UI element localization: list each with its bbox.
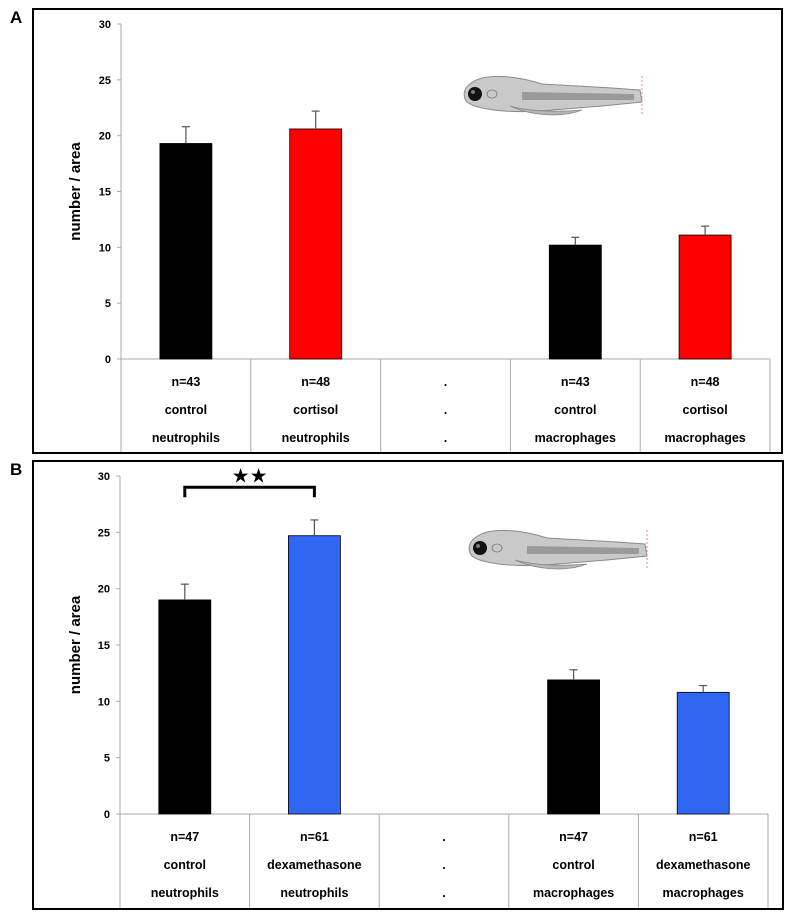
category-label: .	[444, 431, 447, 445]
y-tick-label: 15	[99, 187, 111, 199]
category-label: macrophages	[533, 886, 614, 900]
fish-otic	[486, 89, 498, 99]
fish-eye	[468, 87, 482, 101]
significance-marker: ★★	[232, 465, 268, 487]
bar	[678, 234, 732, 360]
fish-yolk	[509, 105, 583, 116]
y-tick-label: 5	[105, 298, 111, 310]
y-axis-label: number / area	[67, 142, 84, 241]
category-label: .	[442, 886, 445, 900]
y-tick-label: 25	[99, 75, 111, 87]
y-tick-label: 10	[98, 696, 110, 708]
y-tick-label: 5	[104, 753, 110, 765]
bar	[159, 143, 213, 360]
category-label: macrophages	[535, 431, 616, 445]
category-label: neutrophils	[280, 886, 348, 900]
category-label: control	[552, 858, 594, 872]
fish-stripe	[527, 546, 639, 554]
category-label: .	[442, 830, 445, 844]
zebrafish-larva-diagram	[468, 529, 648, 570]
fish-eye-highlight	[471, 90, 475, 94]
bar	[548, 244, 602, 360]
category-label: neutrophils	[151, 886, 219, 900]
category-label: n=48	[301, 375, 330, 389]
category-label: n=48	[691, 375, 720, 389]
category-label: macrophages	[664, 431, 745, 445]
significance-bracket	[183, 485, 316, 498]
y-tick-label: 20	[99, 131, 111, 143]
category-label: control	[165, 403, 207, 417]
panel-b-label: B	[10, 460, 23, 479]
panel-a-label: A	[10, 8, 23, 27]
y-tick-label: 30	[98, 471, 110, 483]
bar	[158, 599, 212, 815]
category-label: .	[442, 858, 445, 872]
zebrafish-larva-diagram	[463, 75, 643, 116]
y-axis-label: number / area	[67, 595, 84, 694]
category-label: cortisol	[683, 403, 728, 417]
panel-frame	[32, 460, 784, 910]
y-tick-label: 0	[105, 354, 111, 366]
category-label: .	[444, 375, 447, 389]
category-label: n=43	[171, 375, 200, 389]
bar	[287, 535, 341, 815]
y-tick-label: 25	[98, 527, 110, 539]
category-label: control	[164, 858, 206, 872]
bar	[289, 128, 343, 360]
category-label: .	[444, 403, 447, 417]
fish-stripe	[522, 92, 634, 100]
category-label: dexamethasone	[656, 858, 751, 872]
fish-eye-highlight	[476, 544, 480, 548]
category-label: n=43	[561, 375, 590, 389]
fish-eye	[473, 541, 487, 555]
bar	[676, 691, 730, 815]
category-label: neutrophils	[282, 431, 350, 445]
chart-panel-b: 0 5 10 15 20 25 30 number / area n=47 control neut…	[32, 460, 784, 910]
category-label: control	[554, 403, 596, 417]
category-label: cortisol	[293, 403, 338, 417]
fish-yolk	[514, 559, 588, 570]
y-tick-label: 10	[99, 242, 111, 254]
category-label: n=61	[300, 830, 329, 844]
fish-otic	[491, 543, 503, 553]
y-tick-label: 0	[104, 809, 110, 821]
y-tick-label: 15	[98, 640, 110, 652]
category-label: n=47	[559, 830, 588, 844]
category-label: n=47	[170, 830, 199, 844]
chart-panel-a: 0 5 10 15 20 25 30 number / area n=43 control neut…	[32, 8, 783, 454]
category-label: n=61	[689, 830, 718, 844]
bar	[547, 679, 600, 815]
category-label: macrophages	[663, 886, 744, 900]
category-label: neutrophils	[152, 431, 220, 445]
y-tick-label: 20	[98, 584, 110, 596]
panel-frame	[32, 8, 783, 454]
y-tick-label: 30	[99, 19, 111, 31]
category-label: dexamethasone	[267, 858, 362, 872]
